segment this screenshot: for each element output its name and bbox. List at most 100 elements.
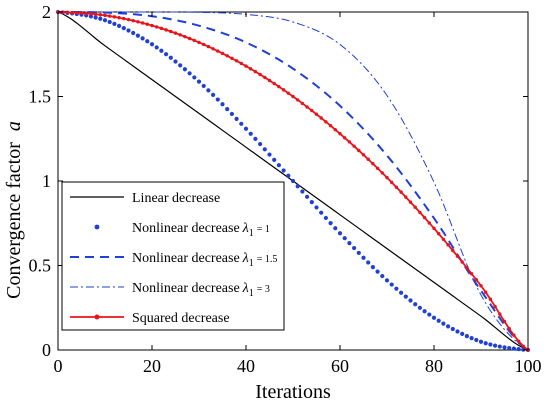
series-point	[455, 329, 460, 334]
series-point	[437, 232, 441, 236]
series-point	[310, 108, 314, 113]
series-point	[413, 302, 418, 307]
series-point	[107, 19, 112, 25]
series-point	[103, 13, 107, 18]
series-4	[58, 11, 529, 351]
series-point	[276, 163, 281, 168]
series-point	[399, 290, 404, 295]
series-point	[380, 273, 385, 279]
y-tick-label: 1	[42, 171, 51, 191]
legend-lambda-subscript: 1	[249, 258, 254, 269]
legend-entries: Linear decrease Nonlinear decrease λ1 = 1 No…	[70, 191, 277, 326]
legend-lambda-subscript: 1	[249, 288, 254, 299]
series-point	[422, 309, 427, 314]
series-point	[493, 343, 498, 348]
series-point	[507, 326, 511, 331]
series-point	[140, 36, 145, 41]
series-point	[281, 168, 286, 173]
series-point	[277, 84, 281, 89]
legend-lambda-value: = 1.5	[257, 254, 278, 265]
series-point	[102, 18, 108, 23]
series-point	[262, 147, 267, 152]
series-point	[309, 200, 314, 205]
series-point	[225, 54, 229, 58]
legend-label-text: Nonlinear decrease	[132, 281, 240, 296]
x-tick-label: 100	[515, 356, 542, 376]
legend-label: Linear decrease	[132, 191, 220, 206]
legend-lambda-subscript: 1	[249, 228, 254, 239]
series-point	[159, 26, 164, 31]
series-point	[446, 243, 450, 247]
series-point	[173, 59, 178, 64]
legend-entry: Nonlinear decrease λ1 = 1	[94, 221, 270, 239]
series-point	[230, 56, 234, 60]
legend-swatch-marker	[94, 314, 100, 320]
series-point	[65, 10, 70, 15]
series-point	[182, 67, 187, 72]
series-point	[399, 190, 403, 194]
series-point	[469, 272, 474, 276]
series-point	[159, 48, 164, 53]
series-point	[408, 298, 413, 303]
series-3	[57, 11, 529, 351]
series-point	[98, 13, 103, 17]
series-point	[121, 26, 126, 31]
series-point	[324, 120, 328, 124]
series-point	[192, 75, 197, 80]
series-point	[366, 157, 370, 161]
series-point	[239, 121, 244, 126]
series-point	[244, 64, 248, 68]
series-point	[75, 11, 79, 15]
series-point	[375, 166, 380, 170]
series-point	[446, 324, 451, 329]
series-point	[451, 248, 455, 253]
series-point	[183, 34, 187, 39]
series-point	[150, 23, 154, 28]
series-point	[319, 210, 324, 215]
series-point	[202, 42, 206, 47]
series-point	[272, 157, 277, 162]
series-point	[131, 30, 136, 36]
series-point	[295, 184, 300, 189]
series-point	[155, 25, 159, 29]
legend-label: Squared decrease	[132, 311, 230, 326]
series-point	[93, 12, 98, 16]
series-point	[300, 101, 305, 106]
series-point	[215, 97, 220, 102]
series-point	[229, 111, 234, 117]
series-point	[131, 18, 135, 23]
series-point	[169, 29, 173, 34]
series-point	[516, 339, 521, 343]
series-point	[220, 102, 225, 107]
series-5	[56, 10, 530, 352]
series-point	[173, 31, 178, 35]
series-point	[394, 185, 399, 189]
series-point	[117, 23, 122, 29]
series-point	[436, 318, 441, 323]
series-point	[197, 40, 201, 45]
series-point	[337, 231, 343, 236]
legend-lambda: λ	[242, 281, 249, 296]
legend-entry: Squared decrease	[70, 311, 230, 326]
series-point	[258, 141, 263, 147]
series-point	[431, 315, 437, 320]
legend-label: Nonlinear decrease λ1 = 1.5	[132, 251, 277, 269]
series-point	[187, 36, 192, 41]
legend-entry: Nonlinear decrease λ1 = 1.5	[70, 251, 277, 269]
y-tick-label: 1.5	[29, 87, 52, 107]
series-layer	[55, 9, 531, 353]
legend-label-text: Squared decrease	[132, 311, 230, 326]
series-point	[370, 265, 375, 270]
x-tick-label: 20	[143, 356, 161, 376]
legend-label: Nonlinear decrease λ1 = 3	[132, 281, 270, 299]
series-point	[427, 221, 431, 225]
series-point	[248, 131, 253, 136]
y-axis-label: Convergence factor a	[3, 121, 25, 299]
series-point	[154, 45, 159, 50]
series-point	[196, 79, 202, 84]
series-point	[178, 63, 183, 68]
series-point	[366, 260, 371, 265]
series-point	[343, 136, 347, 140]
series-point	[79, 11, 84, 15]
y-axis-label-text: Convergence factor	[3, 142, 25, 299]
